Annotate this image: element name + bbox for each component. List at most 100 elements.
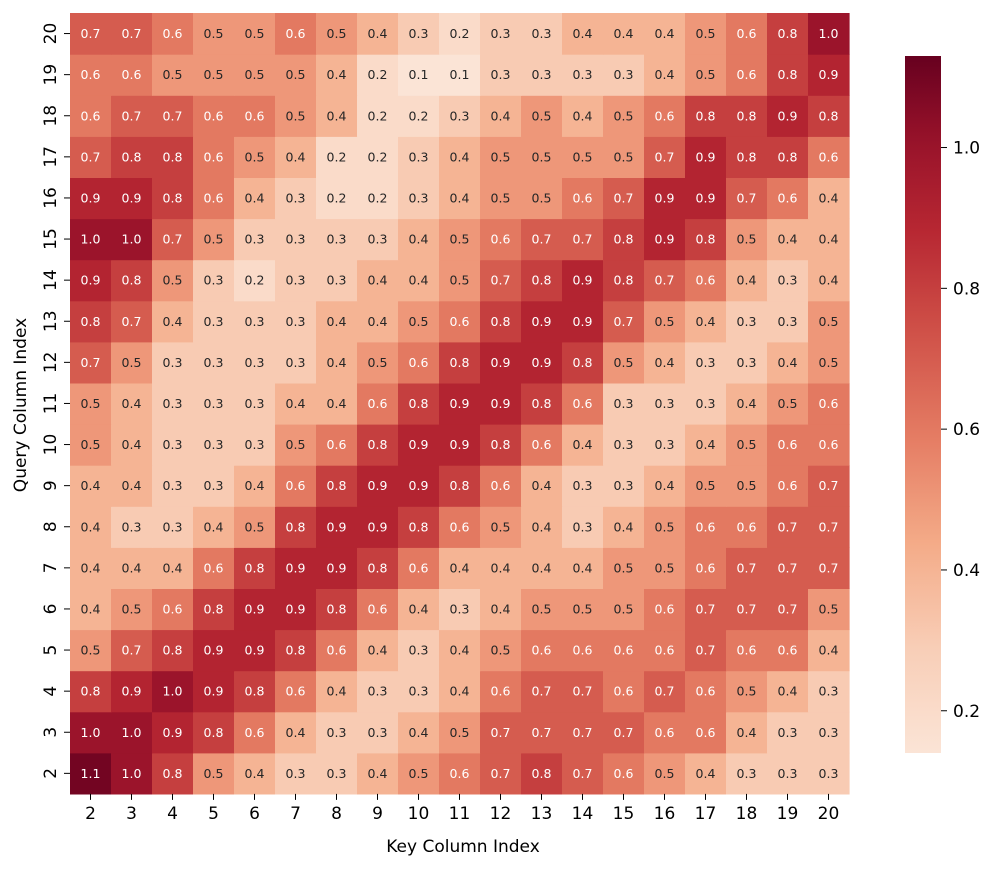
heatmap-cell [480,670,522,713]
heatmap-cell [726,177,768,220]
y-tick-label: 17 [41,146,61,168]
cell-value-label: 0.3 [614,437,634,452]
heatmap-cell [357,465,399,507]
cell-value-label: 0.2 [368,190,388,205]
heatmap-cell [398,629,440,672]
cell-value-label: 0.3 [409,149,429,164]
heatmap-cell [152,506,194,548]
heatmap-cell [521,136,563,178]
cell-value-label: 0.9 [655,232,675,247]
heatmap-cell [70,177,112,220]
heatmap-cell [439,136,481,178]
cell-value-label: 0.8 [286,519,306,534]
heatmap-cell [808,341,850,384]
heatmap-cell [111,506,153,548]
heatmap-cell [398,711,440,754]
cell-value-label: 0.8 [163,766,183,781]
heatmap-cell [275,177,317,220]
cell-value-label: 0.6 [491,684,511,699]
cell-value-label: 0.5 [532,601,552,616]
cell-value-label: 0.7 [163,232,183,247]
heatmap-cell [767,177,809,220]
cell-value-label: 0.4 [409,232,429,247]
cell-value-label: 0.9 [450,396,470,411]
heatmap-cell [234,218,276,261]
cell-value-label: 0.5 [696,478,716,493]
cell-value-label: 0.4 [491,601,511,616]
heatmap-cell [439,752,481,795]
heatmap-cell [767,629,809,672]
cell-value-label: 0.3 [245,437,265,452]
cell-value-label: 0.5 [573,601,593,616]
heatmap-cell [644,506,686,548]
cell-value-label: 0.7 [532,684,552,699]
heatmap-cell [726,300,768,343]
heatmap-cell [521,218,563,261]
cell-value-label: 0.6 [655,643,675,658]
heatmap-cell [603,670,645,713]
heatmap-cell [562,259,604,302]
cell-value-label: 0.6 [327,643,347,658]
cell-value-label: 0.5 [245,149,265,164]
heatmap-cell [275,629,317,672]
heatmap-cell [316,547,358,589]
cell-value-label: 0.4 [327,67,347,82]
cell-value-label: 0.4 [655,478,675,493]
heatmap-cell [193,506,235,548]
heatmap-cell [685,506,727,548]
cell-value-label: 0.3 [778,725,798,740]
cell-value-label: 0.3 [286,190,306,205]
heatmap-cell [439,95,481,137]
heatmap-cell [480,588,522,631]
cell-value-label: 0.5 [286,67,306,82]
y-tick-label: 9 [41,480,61,491]
cell-value-label: 0.4 [655,67,675,82]
heatmap-cell [521,177,563,220]
heatmap-cell [111,177,153,220]
heatmap-cell [562,711,604,754]
cell-value-label: 1.0 [819,26,839,41]
cell-value-label: 0.3 [409,26,429,41]
heatmap-cell [70,670,112,713]
cell-value-label: 0.2 [327,149,347,164]
heatmap-cell [808,54,850,96]
cell-value-label: 0.7 [819,519,839,534]
cell-value-label: 0.5 [737,684,757,699]
cell-value-label: 0.3 [204,355,224,370]
heatmap-cell [275,218,317,261]
heatmap-cell [275,670,317,713]
colorbar [905,56,941,753]
cell-value-label: 0.7 [573,684,593,699]
cell-value-label: 0.4 [491,560,511,575]
y-tick-label: 15 [41,228,61,250]
cell-annotations: 1.1 1.0 0.8 0.5 0.4 0.3 0.3 0.4 0.5 0.6 0.7 0.8 0.7 0… [81,26,839,781]
y-tick-label: 5 [41,645,61,656]
heatmap-cell [685,54,727,96]
heatmap-cell [685,465,727,507]
heatmap-cell [398,588,440,631]
heatmap-cell [767,341,809,384]
x-axis: 2 3 4 5 6 7 8 9 10 11 12 13 14 15 16 17 18 19 20 [85,793,839,824]
cell-value-label: 0.2 [245,273,265,288]
heatmap-cell [521,259,563,302]
cell-value-label: 0.6 [696,684,716,699]
heatmap-cell [70,711,112,754]
heatmap-cell [521,629,563,672]
cell-value-label: 0.5 [614,601,634,616]
heatmap-cell [234,54,276,96]
cell-value-label: 0.2 [368,108,388,123]
cell-value-label: 0.4 [778,684,798,699]
cell-value-label: 0.9 [532,355,552,370]
cell-value-label: 0.3 [737,766,757,781]
heatmap-cell [685,752,727,795]
heatmap-cell [439,300,481,343]
cell-value-label: 0.9 [122,190,142,205]
heatmap-cell [562,300,604,343]
heatmap-cell [234,711,276,754]
x-axis-label: Key Column Index [386,837,540,857]
cell-value-label: 0.3 [696,396,716,411]
y-tick-label: 18 [41,105,61,127]
y-tick-label: 20 [41,23,61,45]
cell-value-label: 0.5 [368,355,388,370]
